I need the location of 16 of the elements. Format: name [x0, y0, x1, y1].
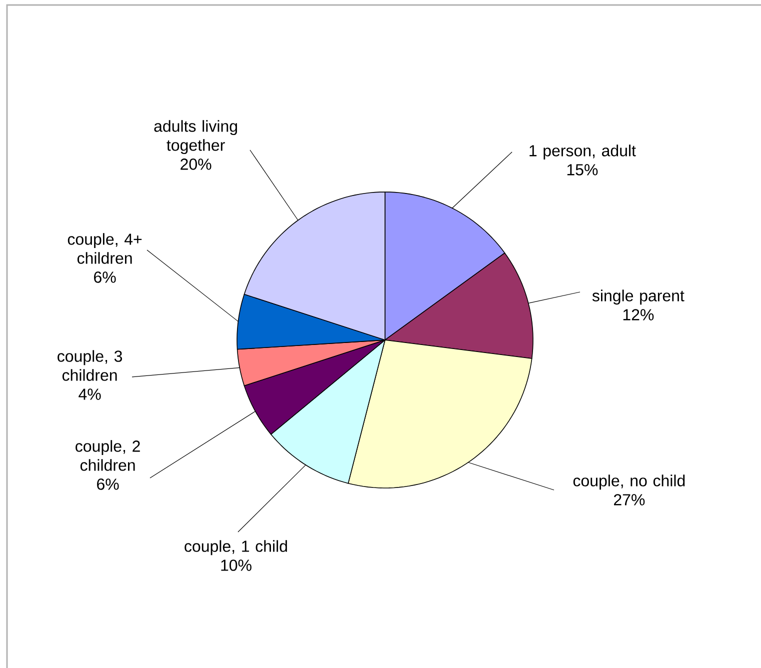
- slice-label: couple, 3 children: [58, 350, 122, 381]
- slice-label: 1 person, adult: [530, 144, 636, 160]
- data-label: 20%: [180, 158, 212, 170]
- data-label: 15%: [567, 164, 598, 176]
- data-label: 27%: [614, 494, 645, 506]
- slice-label: couple, 2 children: [76, 440, 140, 471]
- data-label: 4%: [78, 388, 101, 400]
- slice-label: single parent: [592, 290, 684, 305]
- data-label: 6%: [97, 478, 119, 490]
- slice-label: couple, 1 child: [184, 540, 287, 556]
- slice-label: couple, 4+ children: [68, 233, 142, 264]
- slice-label: couple, no child: [573, 474, 685, 490]
- slice-label: adults living together: [154, 120, 238, 154]
- data-label: 6%: [94, 272, 116, 283]
- data-label: 12%: [623, 309, 654, 320]
- data-label: 10%: [221, 560, 252, 571]
